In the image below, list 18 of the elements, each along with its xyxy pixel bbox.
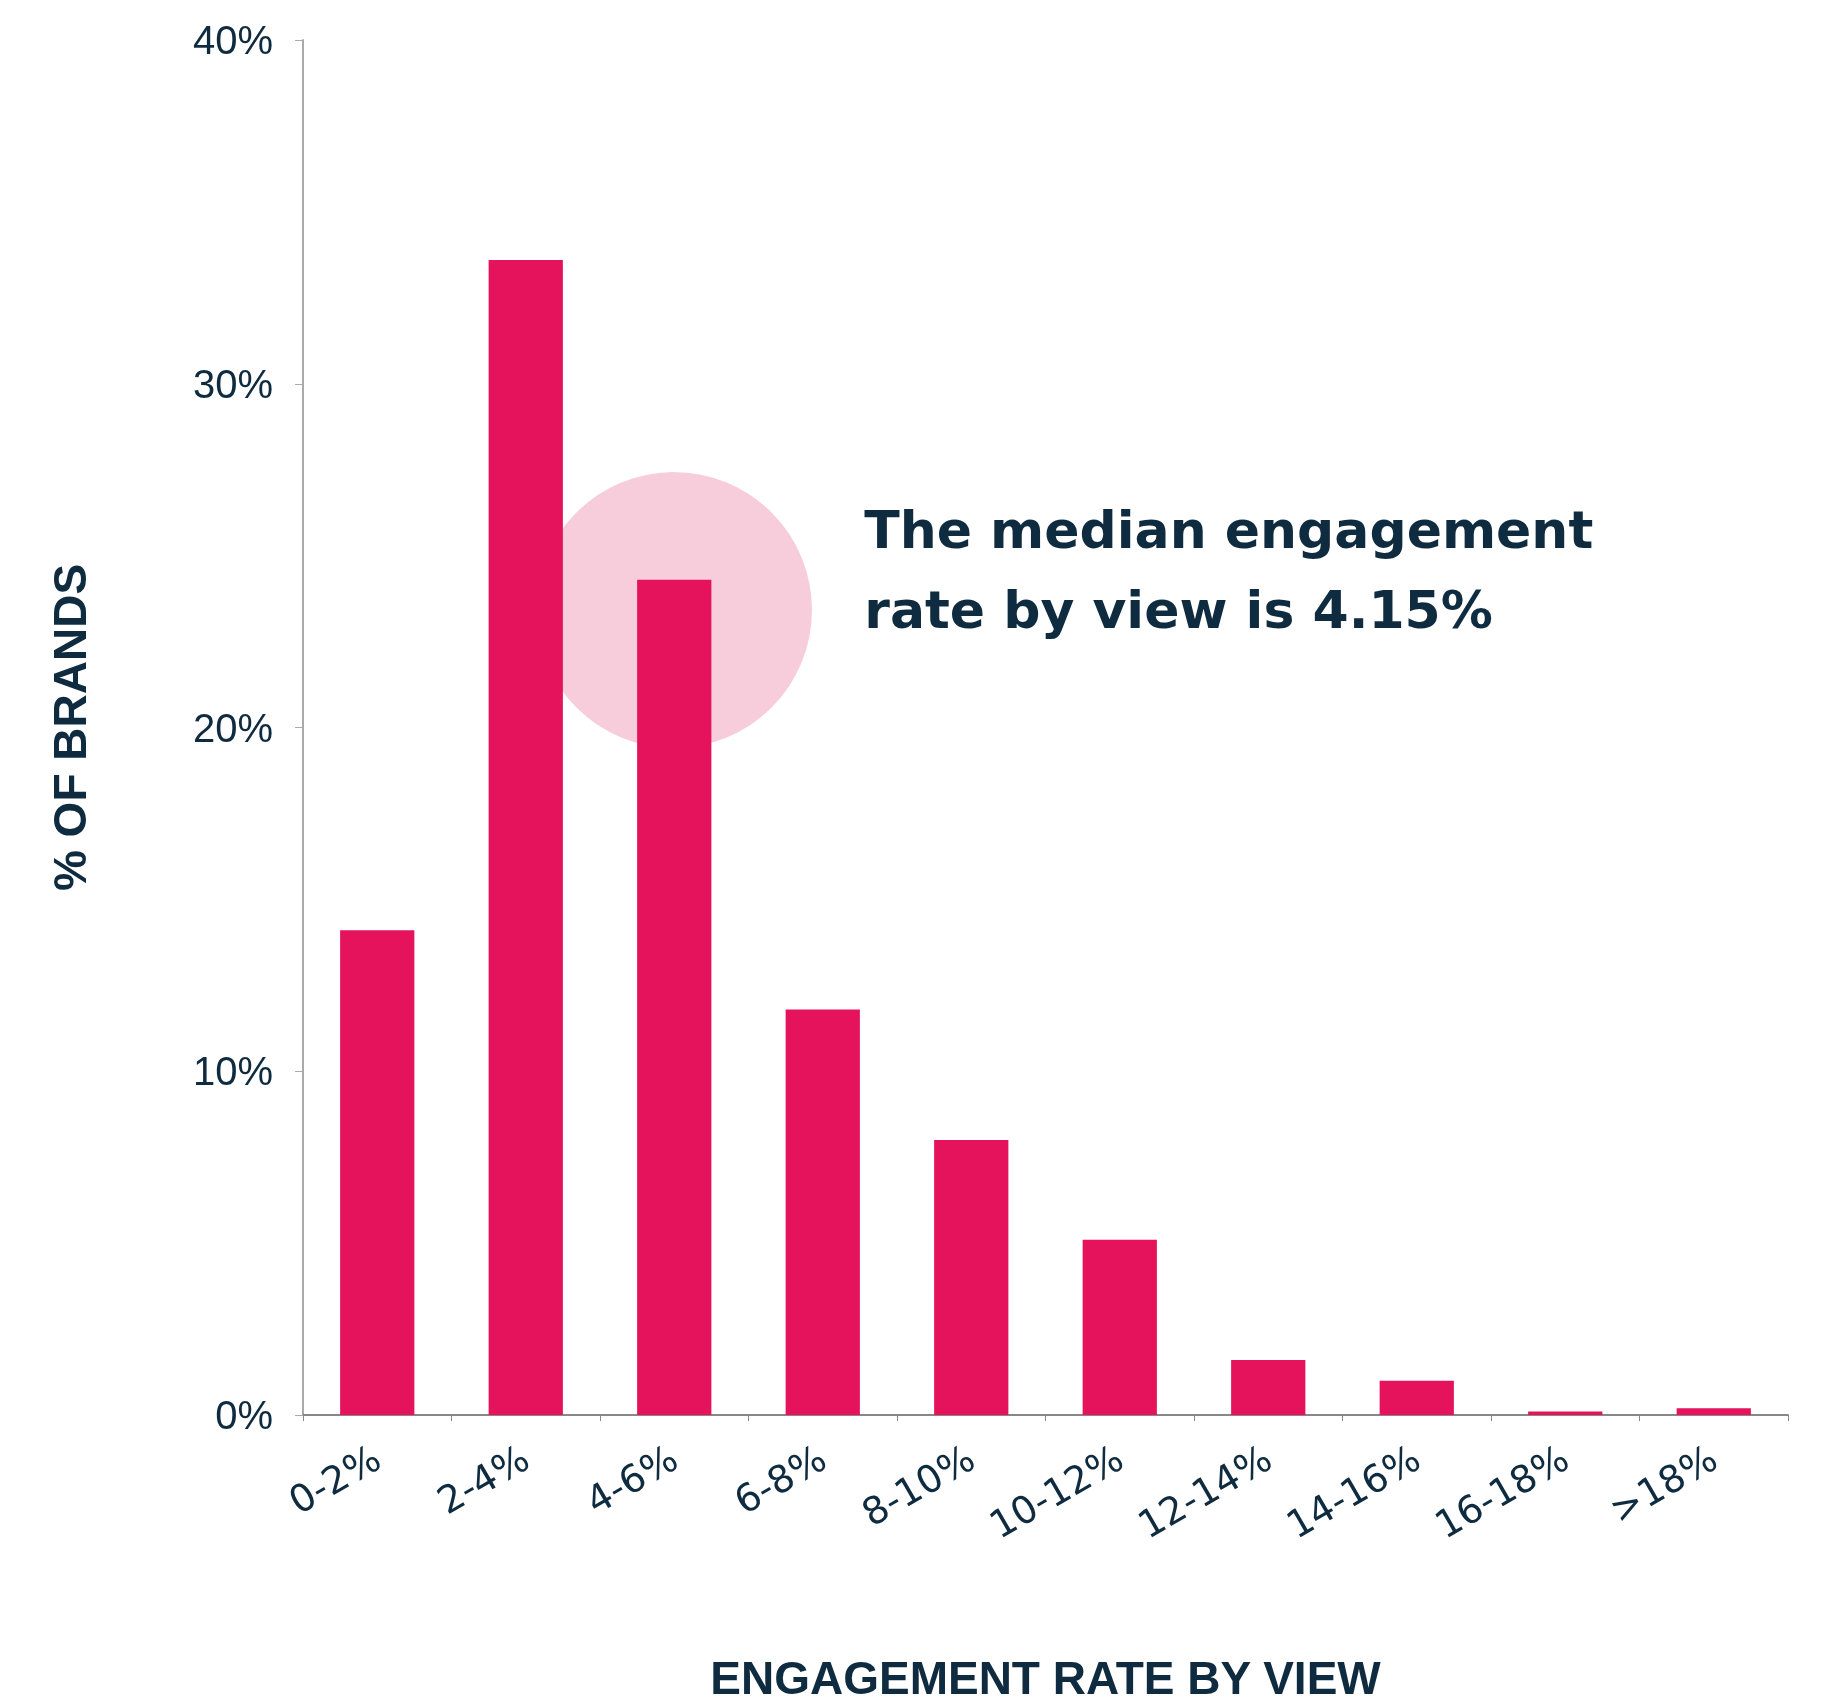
bar xyxy=(785,1009,860,1415)
bar xyxy=(340,930,415,1415)
y-tick-label: 40% xyxy=(192,18,273,62)
bar xyxy=(1676,1408,1751,1415)
bar xyxy=(488,260,563,1415)
bar xyxy=(934,1140,1009,1415)
y-tick-label: 20% xyxy=(192,705,273,750)
annotation: The median engagement rate by view is 4.15% xyxy=(864,498,1595,642)
bar xyxy=(637,579,712,1415)
y-axis-title: % OF BRANDS xyxy=(44,563,96,892)
x-tick-label: 4-6% xyxy=(578,1435,686,1524)
bar xyxy=(1231,1360,1306,1415)
x-axis-title: ENGAGEMENT RATE BY VIEW xyxy=(710,1652,1382,1704)
bar xyxy=(1082,1239,1157,1415)
y-tick-label: 0% xyxy=(215,1393,273,1437)
bar xyxy=(1379,1380,1454,1415)
y-tick-label: 30% xyxy=(192,361,273,406)
y-tick-label: 10% xyxy=(192,1049,273,1094)
